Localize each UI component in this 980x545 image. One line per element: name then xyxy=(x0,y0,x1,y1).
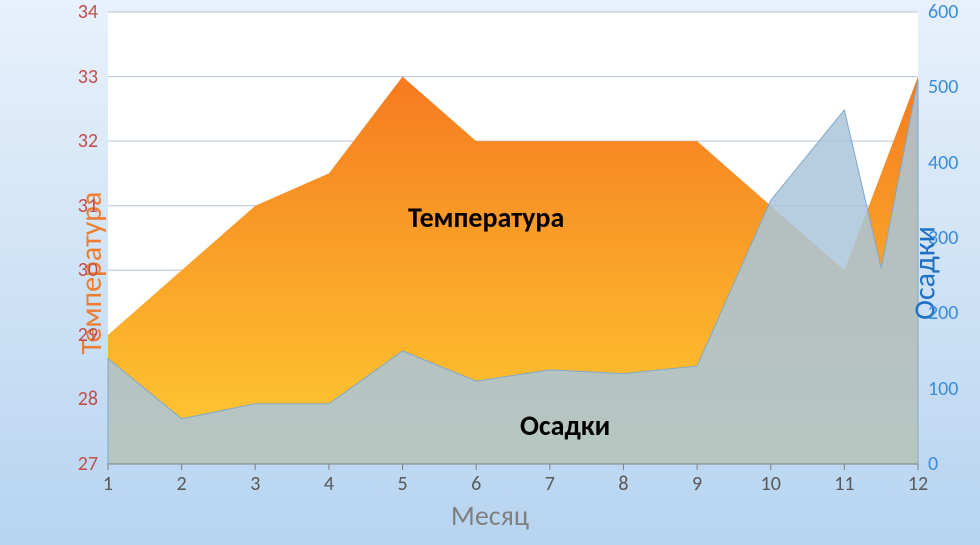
axis-tick: 400 xyxy=(928,151,958,175)
axis-tick: 6 xyxy=(471,472,481,496)
axis-tick: 27 xyxy=(78,452,98,476)
axis-tick: 9 xyxy=(692,472,702,496)
dual-axis-area-chart: Температура Осадки Месяц Температура Оса… xyxy=(0,0,980,545)
axis-tick: 3 xyxy=(250,472,260,496)
axis-tick: 28 xyxy=(78,387,98,411)
axis-tick: 100 xyxy=(928,377,958,401)
axis-tick: 1 xyxy=(103,472,113,496)
axis-tick: 600 xyxy=(928,0,958,24)
axis-tick: 11 xyxy=(834,472,854,496)
axis-tick: 4 xyxy=(324,472,334,496)
axis-tick: 2 xyxy=(177,472,187,496)
axis-tick: 32 xyxy=(78,129,98,153)
axis-tick: 34 xyxy=(78,0,98,24)
chart-canvas xyxy=(0,0,980,545)
precipitation-series-label: Осадки xyxy=(520,408,610,443)
axis-tick: 33 xyxy=(78,65,98,89)
axis-tick: 0 xyxy=(928,452,938,476)
axis-tick: 29 xyxy=(78,323,98,347)
axis-tick: 12 xyxy=(908,472,928,496)
axis-tick: 300 xyxy=(928,226,958,250)
x-axis-title: Месяц xyxy=(451,498,529,533)
axis-tick: 7 xyxy=(545,472,555,496)
axis-tick: 30 xyxy=(78,258,98,282)
axis-tick: 31 xyxy=(78,194,98,218)
axis-tick: 5 xyxy=(397,472,407,496)
axis-tick: 200 xyxy=(928,301,958,325)
temperature-series-label: Температура xyxy=(408,200,564,235)
axis-tick: 8 xyxy=(618,472,628,496)
axis-tick: 500 xyxy=(928,75,958,99)
axis-tick: 10 xyxy=(761,472,781,496)
